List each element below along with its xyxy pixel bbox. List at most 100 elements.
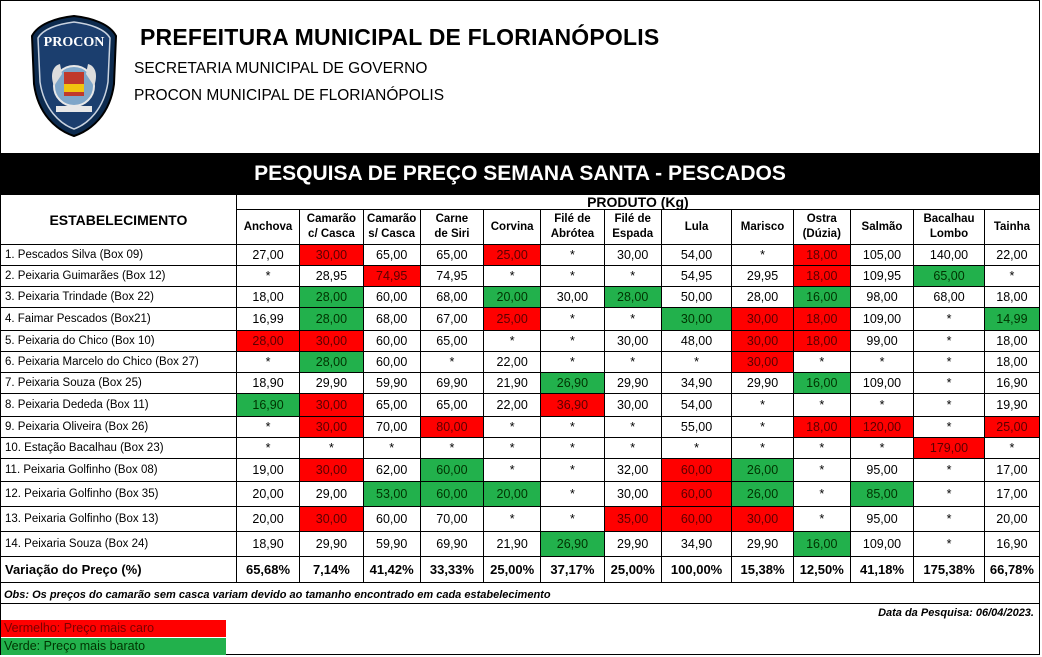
research-date: Data da Pesquisa: 06/04/2023.: [878, 607, 1034, 619]
price-cell: *: [540, 265, 605, 287]
price-cell-lowest: 26,00: [731, 481, 794, 507]
table-row: 9. Peixaria Oliveira (Box 26) * 30,00 70,00…: [0, 416, 1041, 438]
price-cell: 99,00: [849, 330, 915, 352]
column-header-line: Carne: [435, 213, 469, 225]
price-cell: 54,00: [660, 244, 733, 266]
price-cell: *: [540, 307, 605, 331]
price-cell: *: [913, 393, 985, 417]
table-row: 12. Peixaria Golfinho (Box 35) 20,00 29,00…: [0, 481, 1041, 507]
price-cell-lowest: 53,00: [362, 481, 421, 507]
price-cell: 22,00: [483, 351, 542, 373]
price-cell: 27,00: [235, 244, 301, 266]
price-cell: 70,00: [419, 506, 485, 532]
column-header: Camarão c/ Casca: [299, 209, 364, 245]
price-cell: 30,00: [540, 286, 605, 308]
price-cell-highest: 120,00: [849, 416, 915, 438]
price-cell: 54,00: [660, 393, 733, 417]
variation-cell: 100,00%: [660, 556, 733, 583]
price-cell: *: [792, 351, 851, 373]
price-cell: 22,00: [983, 244, 1041, 266]
price-cell: *: [603, 351, 662, 373]
price-cell-highest: 36,90: [540, 393, 605, 417]
column-header-line: Lula: [684, 220, 709, 233]
price-cell: 55,00: [660, 416, 733, 438]
table-row: 2. Peixaria Guimarães (Box 12) * 28,95 74,9…: [0, 265, 1041, 287]
price-cell: *: [419, 437, 485, 459]
column-header-line: Camarão: [306, 213, 356, 225]
price-cell: 109,00: [849, 307, 915, 331]
price-cell: 74,95: [419, 265, 485, 287]
price-cell: 30,00: [603, 330, 662, 352]
price-cell: 29,90: [731, 531, 794, 557]
price-cell-highest: 25,00: [983, 416, 1041, 438]
price-cell: *: [483, 458, 542, 482]
price-cell-highest: 30,00: [299, 506, 364, 532]
price-cell: 28,95: [299, 265, 364, 287]
column-header-line: Filé de: [554, 213, 591, 225]
price-cell: *: [483, 416, 542, 438]
establishment-name: 4. Faimar Pescados (Box21): [0, 307, 237, 331]
price-cell: *: [913, 506, 985, 532]
price-cell-highest: 25,00: [483, 307, 542, 331]
establishment-name: 13. Peixaria Golfinho (Box 13): [0, 506, 237, 532]
variation-cell: 41,42%: [362, 556, 421, 583]
price-cell: *: [483, 437, 542, 459]
price-cell: 20,00: [983, 506, 1041, 532]
price-cell: 60,00: [362, 351, 421, 373]
price-cell-lowest: 60,00: [419, 458, 485, 482]
column-header: Bacalhau Lombo: [913, 209, 985, 245]
price-cell: *: [849, 393, 915, 417]
price-cell-highest: 18,00: [792, 330, 851, 352]
price-cell: 50,00: [660, 286, 733, 308]
column-header-line: Salmão: [861, 220, 903, 233]
variation-row: Variação do Preço (%) 65,68% 7,14% 41,42% 33…: [0, 556, 1041, 583]
price-cell: *: [235, 265, 301, 287]
establishment-name: 11. Peixaria Golfinho (Box 08): [0, 458, 237, 482]
establishment-name: 10. Estação Bacalhau (Box 23): [0, 437, 237, 459]
price-cell: *: [792, 458, 851, 482]
price-cell: *: [419, 351, 485, 373]
price-cell: 95,00: [849, 458, 915, 482]
price-cell: *: [540, 416, 605, 438]
price-cell-lowest: 26,90: [540, 531, 605, 557]
price-cell: *: [913, 458, 985, 482]
price-cell: 95,00: [849, 506, 915, 532]
price-cell: 29,90: [299, 372, 364, 394]
table-row: 14. Peixaria Souza (Box 24) 18,90 29,90 59,…: [0, 531, 1041, 557]
header: PROCON PREFEITURA MUNICIPAL DE FLORIANÓP…: [0, 0, 1040, 152]
column-header-line: Camarão: [367, 213, 417, 225]
price-cell: 109,95: [849, 265, 915, 287]
column-header: Ostra (Dúzia): [792, 209, 851, 245]
price-cell-highest: 18,00: [792, 307, 851, 331]
column-header-line: Ostra: [806, 213, 837, 225]
establishment-name: 7. Peixaria Souza (Box 25): [0, 372, 237, 394]
column-header-line: Bacalhau: [923, 213, 975, 225]
price-cell-lowest: 16,00: [792, 372, 851, 394]
price-cell-highest: 18,00: [792, 416, 851, 438]
variation-cell: 41,18%: [849, 556, 915, 583]
table-row: 8. Peixaria Dededa (Box 11) 16,90 30,00 65,…: [0, 393, 1041, 417]
column-header: Carne de Siri: [419, 209, 485, 245]
price-cell-lowest: 20,00: [483, 286, 542, 308]
price-cell: 29,95: [731, 265, 794, 287]
price-cell-highest: 30,00: [299, 244, 364, 266]
price-cell: *: [731, 437, 794, 459]
table-row: 1. Pescados Silva (Box 09) 27,00 30,00 65,0…: [0, 244, 1041, 266]
price-cell: 29,00: [299, 481, 364, 507]
variation-cell: 25,00%: [603, 556, 662, 583]
price-cell: 16,99: [235, 307, 301, 331]
table-row: 7. Peixaria Souza (Box 25) 18,90 29,90 59,9…: [0, 372, 1041, 394]
price-cell: *: [731, 244, 794, 266]
price-cell-lowest: 26,00: [731, 458, 794, 482]
column-header-line: Abrótea: [550, 228, 595, 240]
price-cell-lowest: 30,00: [660, 307, 733, 331]
price-cell-highest: 179,00: [913, 437, 985, 459]
legend-red: Vermelho: Preço mais caro: [1, 620, 226, 637]
price-cell-lowest: 26,90: [540, 372, 605, 394]
price-cell-highest: 80,00: [419, 416, 485, 438]
column-header-line: Corvina: [490, 220, 534, 233]
price-cell: *: [660, 351, 733, 373]
establishment-name: 12. Peixaria Golfinho (Box 35): [0, 481, 237, 507]
price-cell-lowest: 28,00: [603, 286, 662, 308]
price-cell: *: [913, 531, 985, 557]
